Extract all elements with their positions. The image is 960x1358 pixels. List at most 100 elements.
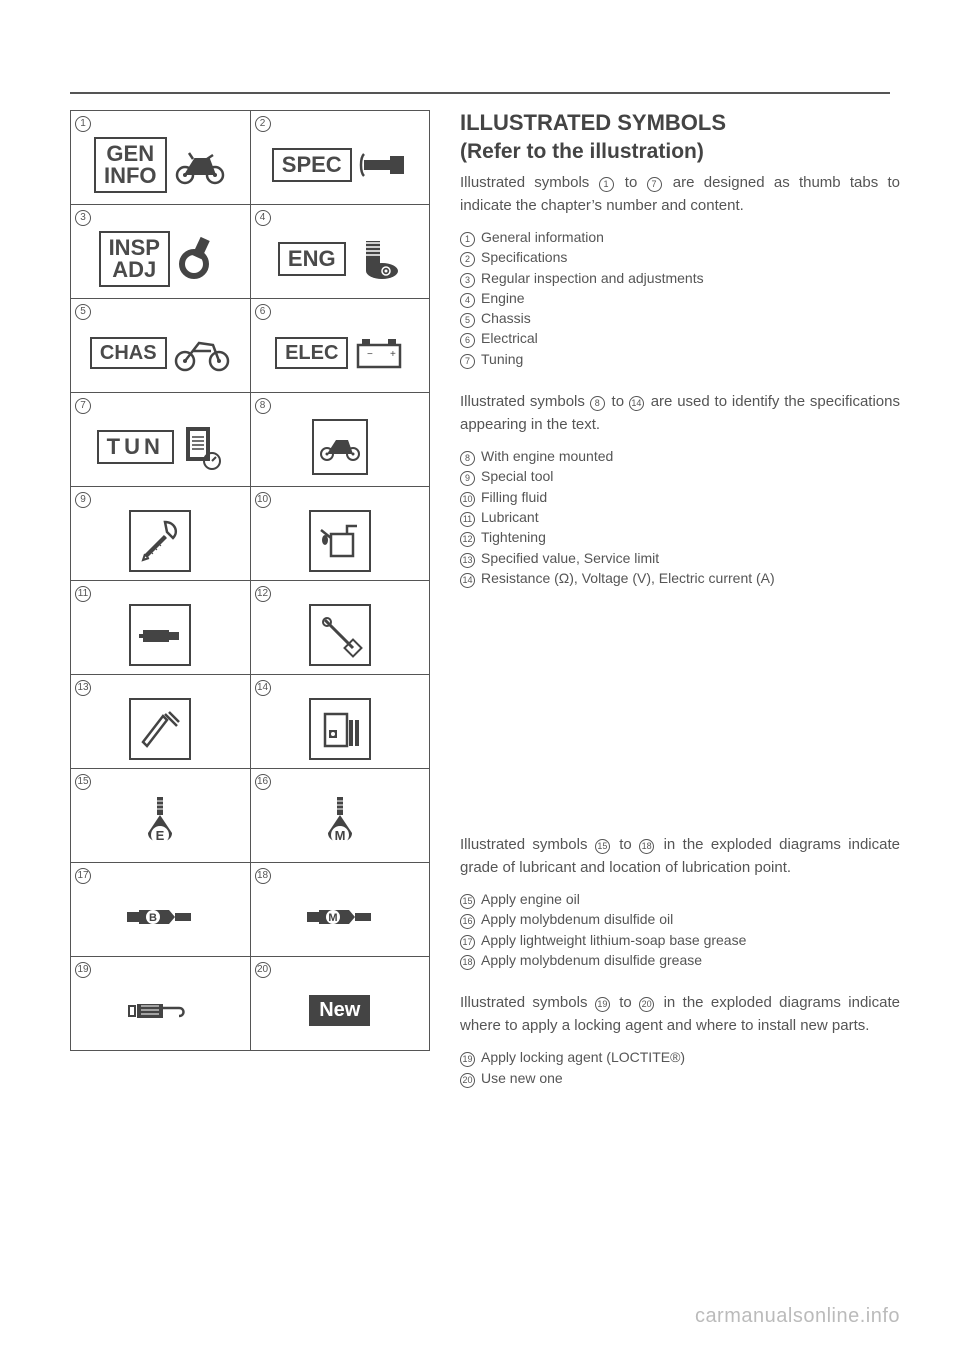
- item-number: 13: [460, 553, 475, 568]
- item-number: 16: [460, 914, 475, 929]
- svg-text:M: M: [328, 912, 337, 924]
- list-4: 19 Apply locking agent (LOCTITE®)20 Use …: [460, 1047, 900, 1088]
- cell-15: E: [71, 769, 251, 863]
- list-item: 19 Apply locking agent (LOCTITE®): [460, 1047, 900, 1067]
- list-item: 15 Apply engine oil: [460, 889, 900, 909]
- cell-19: [71, 957, 251, 1051]
- item-text: Apply lightweight lithium-soap base grea…: [481, 930, 746, 950]
- gauge-icon: [129, 698, 191, 760]
- cell-number: [75, 866, 91, 884]
- cell-number: [75, 490, 91, 508]
- list-3: 15 Apply engine oil16 Apply molybdenum d…: [460, 889, 900, 970]
- list-item: 11 Lubricant: [460, 507, 900, 527]
- label-chas: CHAS: [90, 337, 167, 369]
- list-item: 1 General information: [460, 227, 900, 247]
- item-number: 12: [460, 532, 475, 547]
- item-number: 15: [460, 894, 475, 909]
- item-number: 19: [460, 1052, 475, 1067]
- cell-3: INSPADJ: [71, 205, 251, 299]
- item-number: 18: [460, 955, 475, 970]
- text: to: [607, 393, 629, 410]
- motorcycle-icon: [173, 145, 227, 185]
- new-tag: New: [309, 995, 370, 1026]
- item-text: Regular inspection and adjustments: [481, 268, 704, 288]
- list-item: 16 Apply molybdenum disulfide oil: [460, 909, 900, 929]
- list-item: 20 Use new one: [460, 1068, 900, 1088]
- list-item: 18 Apply molybdenum disulfide grease: [460, 950, 900, 970]
- text: Illustrated symbols: [460, 836, 595, 853]
- cell-number: [255, 208, 271, 226]
- oil-drop-e-icon: E: [140, 795, 180, 851]
- cell-11: [71, 581, 251, 675]
- item-number: 10: [460, 492, 475, 507]
- item-number: 3: [460, 273, 475, 288]
- item-number: 4: [460, 293, 475, 308]
- cell-9: [71, 487, 251, 581]
- cell-17: B: [71, 863, 251, 957]
- label-insp-adj: INSPADJ: [99, 231, 170, 287]
- cell-12: [250, 581, 430, 675]
- item-text: Special tool: [481, 466, 553, 486]
- ref-8: 8: [590, 396, 605, 411]
- item-text: With engine mounted: [481, 446, 613, 466]
- list-item: 3 Regular inspection and adjustments: [460, 268, 900, 288]
- inspect-icon: [176, 236, 222, 282]
- oil-drop-m-icon: M: [320, 795, 360, 851]
- title: ILLUSTRATED SYMBOLS: [460, 110, 900, 136]
- cell-number: [255, 866, 271, 884]
- label-tun: TUN: [97, 430, 174, 464]
- item-number: 8: [460, 451, 475, 466]
- cell-6: ELEC −+: [250, 299, 430, 393]
- list-item: 7 Tuning: [460, 349, 900, 369]
- item-text: General information: [481, 227, 604, 247]
- list-item: 4 Engine: [460, 288, 900, 308]
- cell-number: [255, 960, 271, 978]
- label-gen-info: GENINFO: [94, 137, 167, 193]
- item-text: Filling fluid: [481, 487, 547, 507]
- text: Illustrated symbols: [460, 393, 590, 410]
- list-item: 14 Resistance (Ω), Voltage (V), Electric…: [460, 568, 900, 588]
- ref-15: 15: [595, 839, 610, 854]
- para-3: Illustrated symbols 15 to 18 in the expl…: [460, 834, 900, 879]
- label-spec: SPEC: [272, 148, 352, 182]
- cell-number: [75, 396, 91, 414]
- engine-icon: [352, 237, 402, 281]
- item-text: Specifications: [481, 247, 567, 267]
- item-number: 6: [460, 333, 475, 348]
- ref-1: 1: [599, 177, 614, 192]
- item-number: 11: [460, 512, 475, 527]
- item-number: 9: [460, 471, 475, 486]
- item-text: Apply molybdenum disulfide oil: [481, 909, 673, 929]
- list-1: 1 General information2 Specifications3 R…: [460, 227, 900, 369]
- cell-16: M: [250, 769, 430, 863]
- grease-b-icon: B: [125, 902, 195, 932]
- cell-number: [75, 678, 91, 696]
- battery-icon: −+: [354, 335, 404, 371]
- item-number: 17: [460, 935, 475, 950]
- text: to: [612, 994, 639, 1011]
- cell-number: [255, 490, 271, 508]
- item-text: Engine: [481, 288, 525, 308]
- cell-10: [250, 487, 430, 581]
- cell-number: [255, 772, 271, 790]
- cell-number: [75, 302, 91, 320]
- item-number: 20: [460, 1073, 475, 1088]
- cell-5: CHAS: [71, 299, 251, 393]
- item-text: Tuning: [481, 349, 523, 369]
- cell-1: GENINFO: [71, 111, 251, 205]
- item-text: Apply locking agent (LOCTITE®): [481, 1047, 685, 1067]
- cell-2: SPEC: [250, 111, 430, 205]
- torque-wrench-icon: [309, 604, 371, 666]
- list-item: 12 Tightening: [460, 527, 900, 547]
- item-text: Apply molybdenum disulfide grease: [481, 950, 702, 970]
- cell-number: [255, 302, 271, 320]
- item-number: 1: [460, 232, 475, 247]
- cell-number: [75, 208, 91, 226]
- cell-number: [255, 114, 271, 132]
- label-eng: ENG: [278, 242, 346, 276]
- item-text: Specified value, Service limit: [481, 548, 659, 568]
- item-text: Lubricant: [481, 507, 539, 527]
- list-item: 13 Specified value, Service limit: [460, 548, 900, 568]
- list-item: 10 Filling fluid: [460, 487, 900, 507]
- item-number: 2: [460, 252, 475, 267]
